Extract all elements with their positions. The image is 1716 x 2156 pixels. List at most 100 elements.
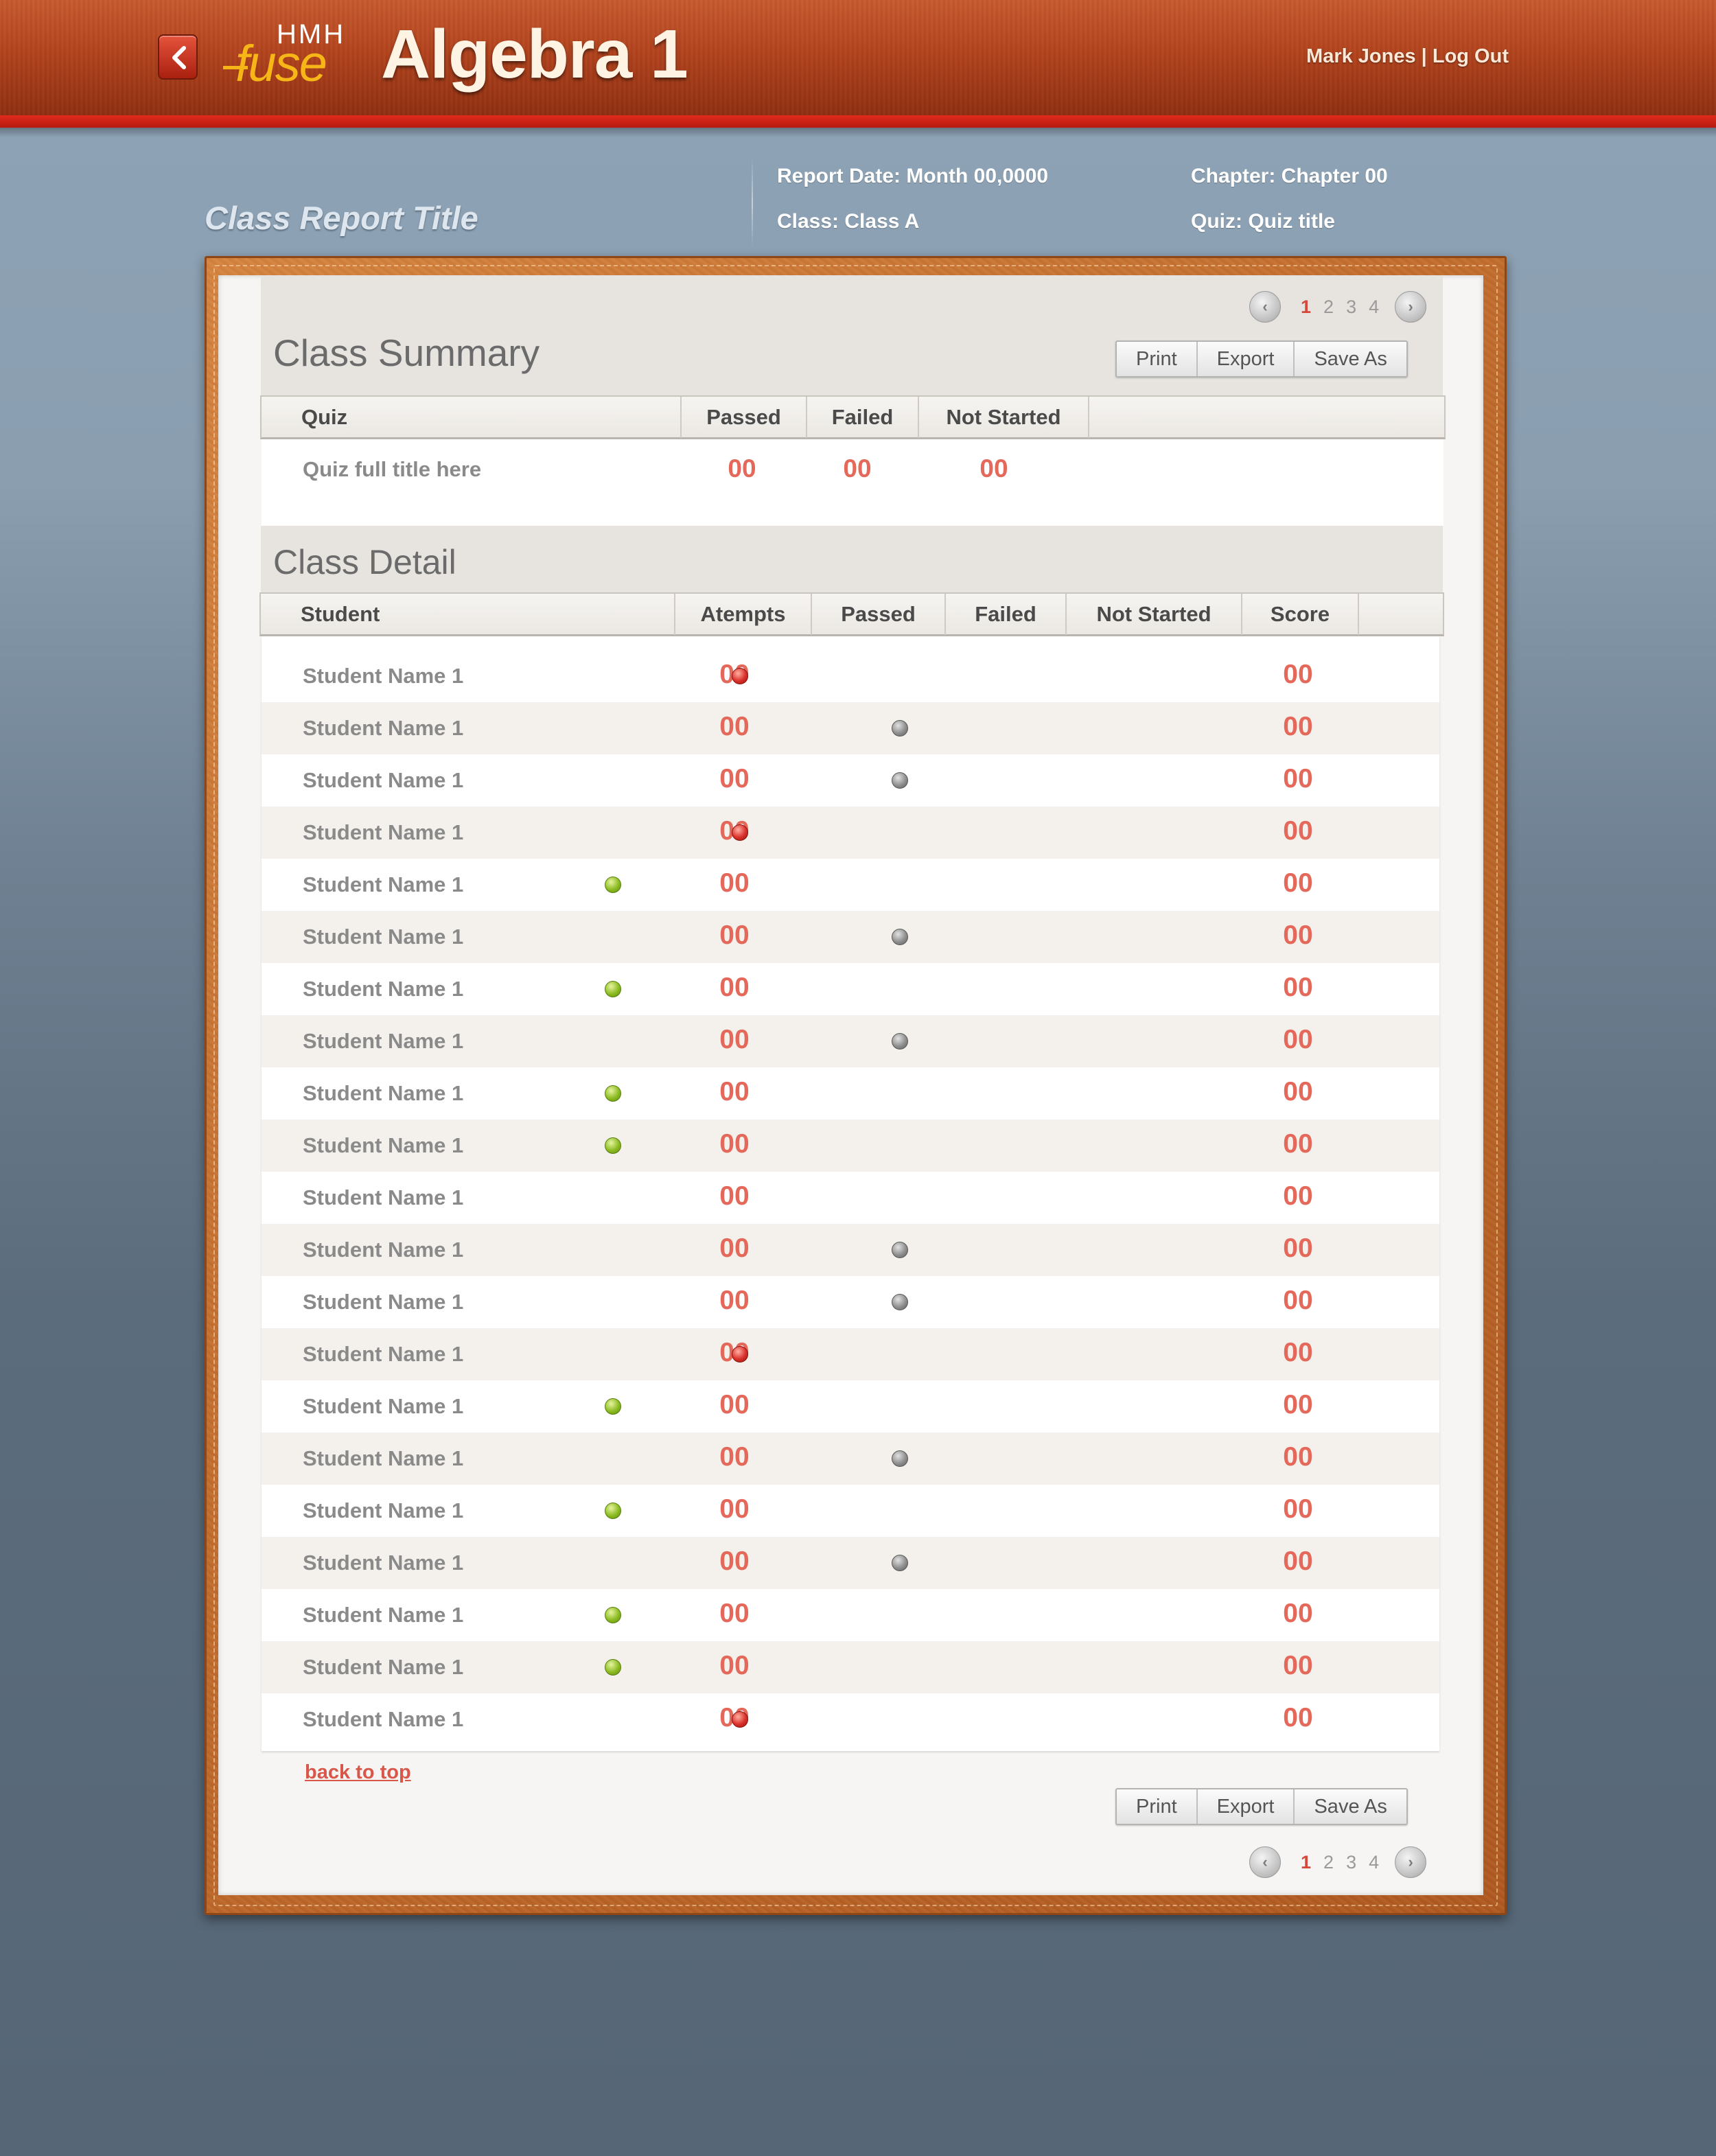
page-3-link[interactable]: 3 <box>1346 1851 1357 1873</box>
page-1-link[interactable]: 1 <box>1301 1851 1312 1873</box>
failed-status-icon <box>732 824 748 841</box>
class-summary-title: Class Summary <box>273 332 540 374</box>
report-class: Class: Class A <box>777 210 920 233</box>
back-to-top-link[interactable]: back to top <box>305 1761 411 1783</box>
save-as-button[interactable]: Save As <box>1314 348 1387 370</box>
student-name: Student Name 1 <box>303 1238 464 1262</box>
export-button[interactable]: Export <box>1198 342 1295 376</box>
page-2-link[interactable]: 2 <box>1323 296 1334 317</box>
score-value: 00 <box>1283 1390 1313 1419</box>
hmh-fuse-logo: HMH fuse <box>223 19 360 92</box>
attempts-value: 00 <box>719 712 750 741</box>
passed-status-icon <box>605 1137 621 1154</box>
passed-status-icon <box>605 981 621 997</box>
score-value: 00 <box>1283 1494 1313 1524</box>
logo-dash <box>223 66 248 69</box>
attempts-value: 00 <box>719 1599 750 1628</box>
attempts-value: 00 <box>719 1025 750 1054</box>
detail-table-header: Student Atempts Passed Failed Not Starte… <box>259 592 1444 636</box>
score-value: 00 <box>1283 1703 1313 1732</box>
attempts-value: 00 <box>719 1442 750 1472</box>
student-name: Student Name 1 <box>303 1133 464 1157</box>
not-started-status-icon <box>892 1033 908 1050</box>
student-name: Student Name 1 <box>303 872 464 896</box>
logout-link[interactable]: Log Out <box>1432 45 1509 67</box>
student-name: Student Name 1 <box>303 977 464 1001</box>
score-value: 00 <box>1283 973 1313 1002</box>
score-value: 00 <box>1283 1077 1313 1106</box>
save-as-button-bottom[interactable]: Save As <box>1314 1796 1387 1818</box>
attempts-value: 00 <box>719 1286 750 1315</box>
page-4-link[interactable]: 4 <box>1369 1851 1380 1873</box>
student-name: Student Name 1 <box>303 1029 464 1053</box>
student-name: Student Name 1 <box>303 1342 464 1366</box>
student-name: Student Name 1 <box>303 1290 464 1314</box>
prev-page-icon[interactable]: ‹ <box>1249 1846 1281 1878</box>
attempts-value: 00 <box>719 1390 750 1419</box>
app-header: HMH fuse Algebra 1 Mark Jones | Log Out <box>0 0 1716 115</box>
summary-table-header: Quiz Passed Failed Not Started <box>260 395 1446 439</box>
score-value: 00 <box>1283 1025 1313 1054</box>
student-name: Student Name 1 <box>303 1394 464 1418</box>
action-buttons-bottom: Print Export Save As <box>1115 1788 1408 1825</box>
col-detail-passed: Passed <box>812 594 946 635</box>
table-row: Student Name 1 00 00 <box>262 1380 1439 1433</box>
col-failed: Failed <box>807 397 919 438</box>
frame-stitching <box>213 265 1498 1906</box>
user-menu: Mark Jones | Log Out <box>1306 45 1509 68</box>
page-1-link[interactable]: 1 <box>1301 296 1312 317</box>
student-name: Student Name 1 <box>303 1707 464 1731</box>
student-name: Student Name 1 <box>303 1185 464 1209</box>
student-name: Student Name 1 <box>303 1655 464 1679</box>
header-accent-stripe <box>0 115 1716 128</box>
report-chapter: Chapter: Chapter 00 <box>1191 165 1388 187</box>
back-button[interactable] <box>158 34 198 80</box>
not-started-status-icon <box>892 929 908 945</box>
page-3-link[interactable]: 3 <box>1346 296 1357 317</box>
summary-quiz-title: Quiz full title here <box>303 457 482 481</box>
student-name: Student Name 1 <box>303 1498 464 1522</box>
not-started-status-icon <box>892 772 908 789</box>
not-started-status-icon <box>892 1242 908 1258</box>
chevron-left-icon <box>172 46 186 69</box>
prev-page-icon[interactable]: ‹ <box>1249 291 1281 323</box>
detail-table-body: Student Name 1 00 00 Student Name 1 00 00 Stud… <box>262 636 1439 1751</box>
next-page-icon[interactable]: › <box>1395 291 1427 323</box>
student-name: Student Name 1 <box>303 1551 464 1575</box>
student-name: Student Name 1 <box>303 768 464 792</box>
student-name: Student Name 1 <box>303 820 464 844</box>
print-button-bottom[interactable]: Print <box>1117 1789 1198 1824</box>
failed-status-icon <box>732 1346 748 1363</box>
print-button[interactable]: Print <box>1117 342 1198 376</box>
export-button-bottom[interactable]: Export <box>1198 1789 1295 1824</box>
col-passed: Passed <box>682 397 807 438</box>
next-page-icon[interactable]: › <box>1395 1846 1427 1878</box>
score-value: 00 <box>1283 1233 1313 1263</box>
attempts-value: 00 <box>719 1494 750 1524</box>
student-name: Student Name 1 <box>303 664 464 688</box>
score-value: 00 <box>1283 1599 1313 1628</box>
passed-status-icon <box>605 1503 621 1519</box>
col-quiz: Quiz <box>262 397 682 438</box>
student-name: Student Name 1 <box>303 716 464 740</box>
passed-status-icon <box>605 1398 621 1415</box>
page-4-link[interactable]: 4 <box>1369 296 1380 317</box>
page-2-link[interactable]: 2 <box>1323 1851 1334 1873</box>
detail-header-band <box>261 526 1443 593</box>
report-quiz: Quiz: Quiz title <box>1191 210 1335 233</box>
attempts-value: 00 <box>719 1077 750 1106</box>
not-started-status-icon <box>892 1555 908 1571</box>
attempts-value: 00 <box>719 868 750 898</box>
score-value: 00 <box>1283 764 1313 793</box>
pager-bottom: ‹ 1 2 3 4 › <box>1249 1846 1427 1878</box>
user-name[interactable]: Mark Jones <box>1306 45 1416 67</box>
